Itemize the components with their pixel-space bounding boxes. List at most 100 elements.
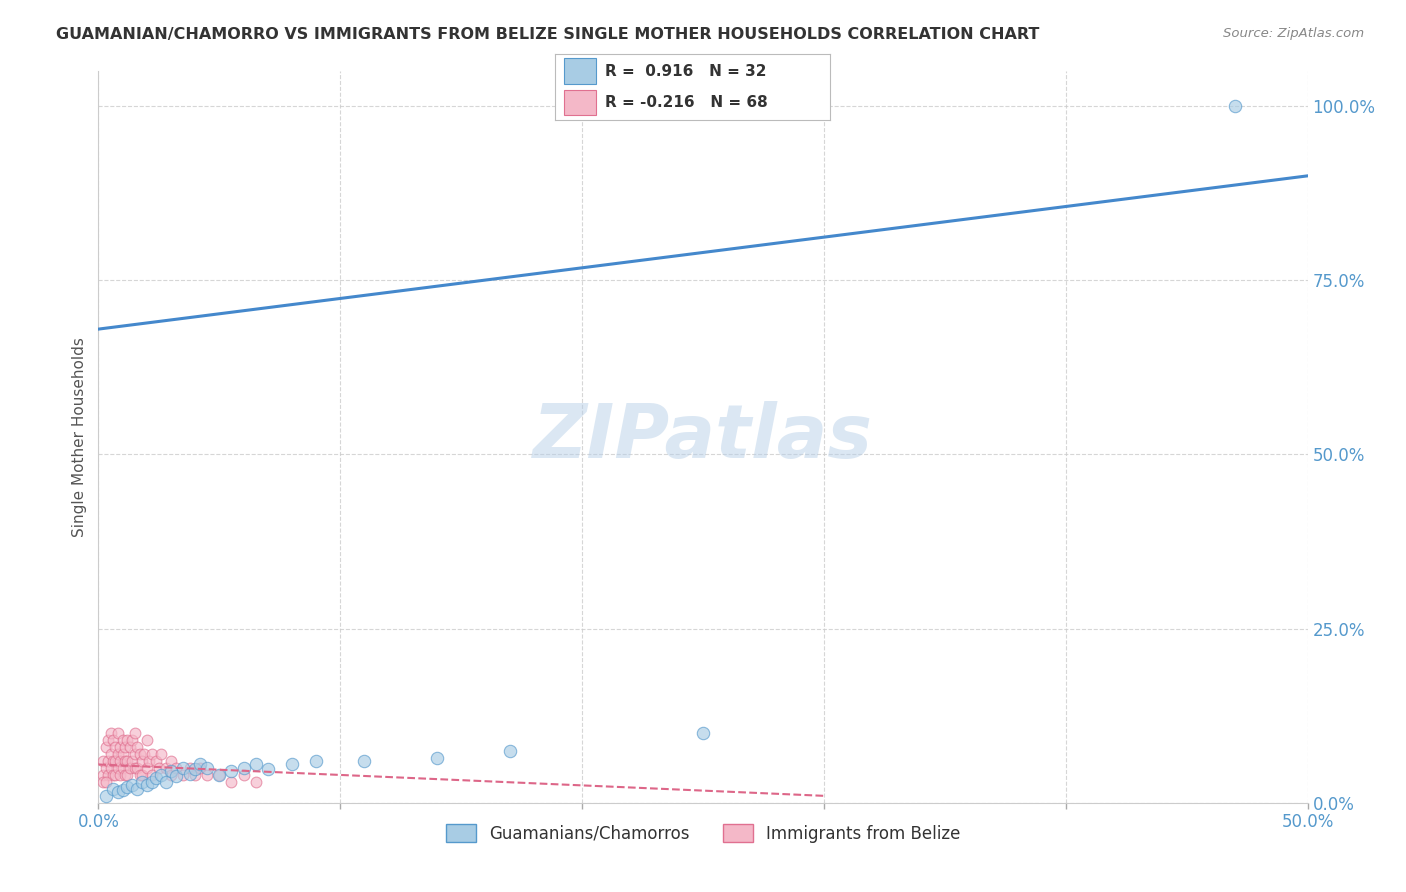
Bar — [564, 90, 596, 115]
Point — [128, 768, 150, 782]
Point — [145, 772, 167, 786]
Point — [114, 768, 136, 782]
Point — [121, 754, 143, 768]
Point — [124, 761, 146, 775]
Point — [134, 747, 156, 761]
Point — [141, 768, 163, 782]
Point — [108, 768, 131, 782]
Point — [135, 733, 157, 747]
Point — [165, 761, 187, 775]
Point — [145, 754, 167, 768]
Point — [245, 775, 267, 789]
Point — [91, 768, 114, 782]
Point — [101, 754, 124, 768]
Text: Source: ZipAtlas.com: Source: ZipAtlas.com — [1223, 27, 1364, 40]
Point — [111, 783, 134, 797]
Point — [108, 740, 131, 755]
Point — [111, 733, 134, 747]
Point — [160, 764, 183, 779]
Point — [221, 775, 243, 789]
Point — [94, 740, 117, 755]
Point — [188, 761, 211, 775]
Text: R = -0.216   N = 68: R = -0.216 N = 68 — [605, 95, 768, 110]
Point — [281, 757, 304, 772]
Point — [91, 754, 114, 768]
Point — [353, 754, 375, 768]
Point — [91, 775, 114, 789]
Point — [124, 726, 146, 740]
Point — [94, 775, 117, 789]
Point — [135, 778, 157, 792]
Point — [221, 764, 243, 779]
Point — [101, 768, 124, 782]
Point — [256, 763, 278, 777]
Point — [94, 789, 117, 803]
Point — [104, 754, 127, 768]
Point — [107, 747, 129, 761]
Point — [245, 757, 267, 772]
Point — [155, 775, 177, 789]
Point — [184, 768, 207, 782]
Point — [131, 754, 153, 768]
Point — [179, 761, 201, 775]
Point — [117, 768, 139, 782]
Point — [114, 754, 136, 768]
Point — [148, 761, 170, 775]
Point — [100, 761, 122, 775]
Point — [692, 726, 714, 740]
Point — [195, 761, 218, 775]
Point — [97, 754, 120, 768]
Point — [117, 733, 139, 747]
Point — [127, 740, 149, 755]
Point — [127, 761, 149, 775]
Point — [208, 768, 231, 782]
Point — [188, 757, 211, 772]
Point — [135, 761, 157, 775]
Point — [97, 768, 120, 782]
Point — [128, 747, 150, 761]
Text: ZIPatlas: ZIPatlas — [533, 401, 873, 474]
Point — [160, 754, 183, 768]
Legend: Guamanians/Chamorros, Immigrants from Belize: Guamanians/Chamorros, Immigrants from Be… — [439, 818, 967, 849]
Point — [155, 761, 177, 775]
Point — [232, 768, 254, 782]
Point — [127, 781, 149, 796]
Point — [232, 761, 254, 775]
Point — [101, 781, 124, 796]
Point — [426, 750, 449, 764]
Point — [117, 754, 139, 768]
Point — [172, 768, 194, 782]
Point — [131, 768, 153, 782]
Point — [118, 761, 141, 775]
Point — [165, 769, 187, 783]
Point — [121, 733, 143, 747]
Point — [305, 754, 328, 768]
Point — [108, 754, 131, 768]
Point — [117, 780, 139, 795]
Text: GUAMANIAN/CHAMORRO VS IMMIGRANTS FROM BELIZE SINGLE MOTHER HOUSEHOLDS CORRELATIO: GUAMANIAN/CHAMORRO VS IMMIGRANTS FROM BE… — [56, 27, 1039, 42]
Point — [107, 761, 129, 775]
Point — [184, 763, 207, 777]
Point — [150, 768, 173, 782]
Point — [107, 785, 129, 799]
Point — [104, 740, 127, 755]
Point — [101, 733, 124, 747]
Point — [118, 740, 141, 755]
Point — [172, 761, 194, 775]
Point — [195, 768, 218, 782]
Point — [114, 740, 136, 755]
Point — [160, 768, 183, 782]
Text: R =  0.916   N = 32: R = 0.916 N = 32 — [605, 64, 766, 79]
Point — [1223, 99, 1246, 113]
Point — [208, 768, 231, 782]
Y-axis label: Single Mother Households: Single Mother Households — [72, 337, 87, 537]
Point — [111, 747, 134, 761]
Point — [179, 766, 201, 780]
Point — [100, 747, 122, 761]
Point — [498, 743, 520, 757]
Point — [121, 778, 143, 792]
Point — [94, 761, 117, 775]
Point — [111, 761, 134, 775]
Point — [100, 726, 122, 740]
Bar — [564, 58, 596, 84]
